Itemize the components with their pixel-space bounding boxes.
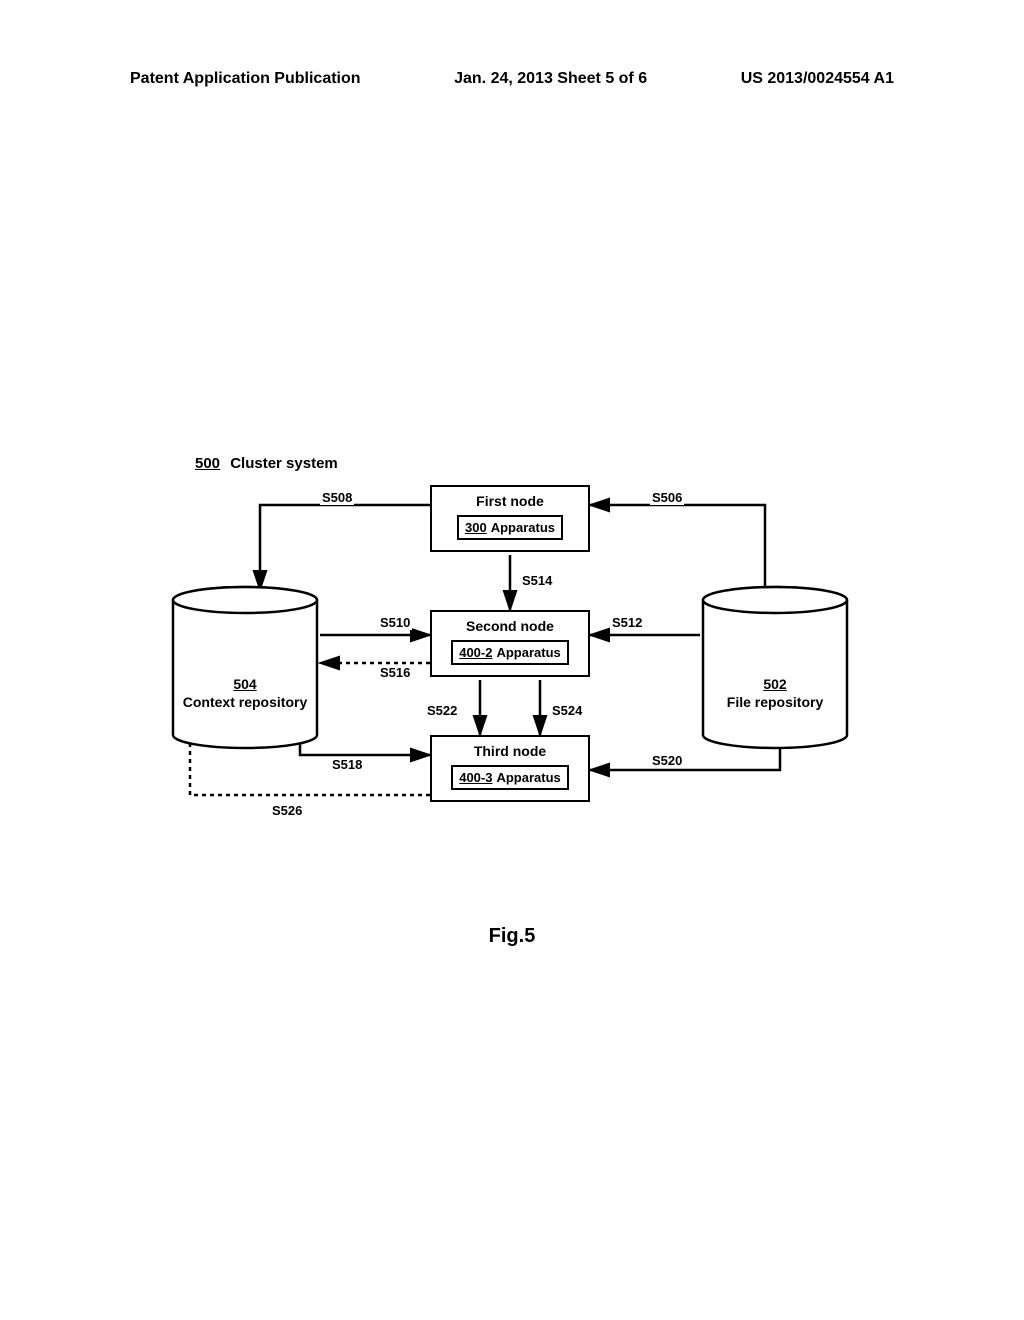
page-header: Patent Application Publication Jan. 24, … bbox=[0, 70, 1024, 88]
third-node-title: Third node bbox=[440, 743, 580, 759]
label-S506: S506 bbox=[650, 490, 684, 505]
label-S526: S526 bbox=[270, 803, 304, 818]
cluster-diagram: 504 Context repository 502 File reposito… bbox=[160, 455, 880, 875]
label-S516: S516 bbox=[378, 665, 412, 680]
second-node-title: Second node bbox=[440, 618, 580, 634]
second-node-apparatus: 400-2Apparatus bbox=[451, 640, 569, 665]
second-node-box: Second node 400-2Apparatus bbox=[430, 610, 590, 677]
cylinder-icon bbox=[700, 585, 850, 755]
file-repository-cylinder: 502 File repository bbox=[700, 585, 850, 755]
third-node-apparatus: 400-3Apparatus bbox=[451, 765, 569, 790]
label-S510: S510 bbox=[378, 615, 412, 630]
header-right: US 2013/0024554 A1 bbox=[741, 70, 894, 88]
third-node-box: Third node 400-3Apparatus bbox=[430, 735, 590, 802]
header-center: Jan. 24, 2013 Sheet 5 of 6 bbox=[454, 70, 647, 88]
figure-caption: Fig.5 bbox=[0, 925, 1024, 948]
cylinder-icon bbox=[170, 585, 320, 755]
label-S514: S514 bbox=[520, 573, 554, 588]
label-S508: S508 bbox=[320, 490, 354, 505]
arrow-S508 bbox=[260, 505, 430, 590]
first-node-box: First node 300Apparatus bbox=[430, 485, 590, 552]
label-S520: S520 bbox=[650, 753, 684, 768]
first-node-title: First node bbox=[440, 493, 580, 509]
label-S512: S512 bbox=[610, 615, 644, 630]
label-S524: S524 bbox=[550, 703, 584, 718]
file-repo-label: 502 File repository bbox=[700, 675, 850, 711]
first-node-apparatus: 300Apparatus bbox=[457, 515, 563, 540]
context-repo-label: 504 Context repository bbox=[170, 675, 320, 711]
label-S518: S518 bbox=[330, 757, 364, 772]
header-left: Patent Application Publication bbox=[130, 70, 361, 88]
context-repository-cylinder: 504 Context repository bbox=[170, 585, 320, 755]
label-S522: S522 bbox=[425, 703, 459, 718]
